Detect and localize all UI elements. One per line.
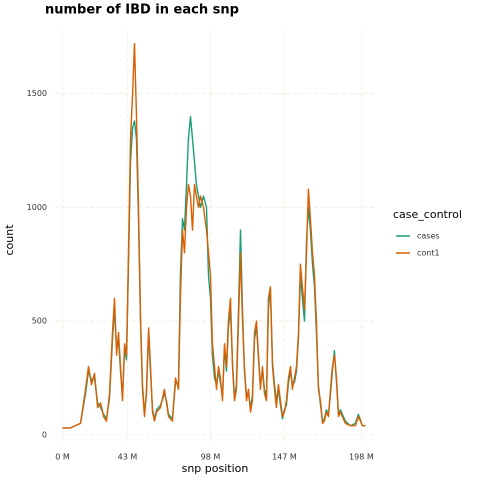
y-tick-label: 1000	[27, 203, 47, 212]
y-tick-label: 0	[42, 430, 47, 439]
y-axis-label: count	[3, 224, 16, 256]
series-line	[62, 42, 366, 429]
y-tick-label: 500	[32, 317, 47, 326]
x-tick-label: 98 M	[201, 453, 221, 462]
series-line	[62, 115, 366, 429]
x-tick-label: 147 M	[272, 453, 297, 462]
x-axis-label: snp position	[182, 462, 249, 475]
legend-label: cont1	[417, 249, 440, 258]
legend-label: cases	[417, 232, 440, 241]
x-tick-label: 43 M	[118, 453, 138, 462]
legend-title: case_control	[393, 208, 462, 221]
x-tick-label: 0 M	[55, 453, 70, 462]
x-tick-label: 198 M	[349, 453, 374, 462]
y-tick-label: 1500	[27, 89, 47, 98]
chart-title: number of IBD in each snp	[45, 3, 239, 18]
